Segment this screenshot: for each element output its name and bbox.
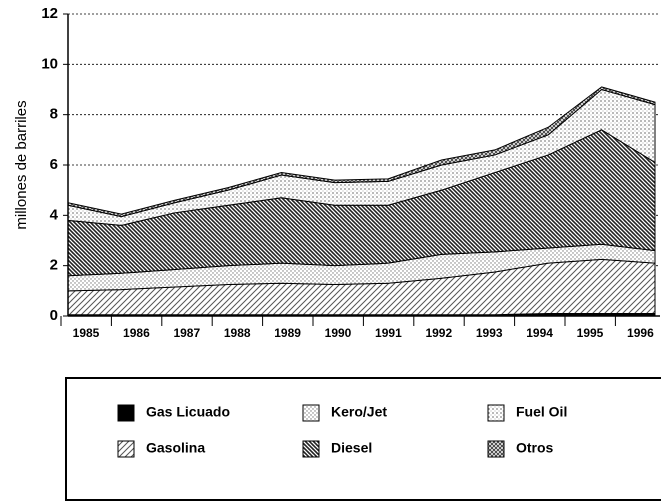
y-tick-label: 2 — [50, 257, 58, 274]
x-tick-label: 1993 — [476, 326, 503, 340]
x-tick-label: 1994 — [526, 326, 553, 340]
y-tick-label: 0 — [50, 307, 58, 324]
x-tick-label: 1988 — [224, 326, 251, 340]
legend-swatch — [487, 404, 505, 422]
y-axis-label: millones de barriles — [13, 100, 30, 229]
x-tick-label: 1996 — [627, 326, 654, 340]
x-tick-label: 1989 — [274, 326, 301, 340]
y-tick-label: 6 — [50, 156, 58, 173]
legend-box — [65, 377, 661, 501]
legend-swatch — [117, 404, 135, 422]
y-tick-label: 12 — [41, 5, 58, 22]
x-tick-label: 1987 — [173, 326, 200, 340]
legend-swatch — [302, 404, 320, 422]
legend-label: Gas Licuado — [146, 404, 230, 420]
legend-label: Gasolina — [146, 440, 205, 456]
x-tick-label: 1990 — [325, 326, 352, 340]
x-tick-label: 1995 — [577, 326, 604, 340]
legend-swatch — [302, 440, 320, 458]
legend-label: Kero/Jet — [331, 404, 387, 420]
x-tick-label: 1985 — [73, 326, 100, 340]
legend-swatch — [487, 440, 505, 458]
x-tick-label: 1992 — [425, 326, 452, 340]
legend-swatch — [117, 440, 135, 458]
legend-label: Fuel Oil — [516, 404, 567, 420]
y-tick-label: 4 — [50, 206, 59, 223]
x-tick-label: 1991 — [375, 326, 402, 340]
x-tick-label: 1986 — [123, 326, 150, 340]
y-tick-label: 10 — [41, 55, 58, 72]
y-tick-label: 8 — [50, 106, 58, 123]
legend-label: Otros — [516, 440, 554, 456]
area — [67, 86, 656, 218]
legend-label: Diesel — [331, 440, 372, 456]
